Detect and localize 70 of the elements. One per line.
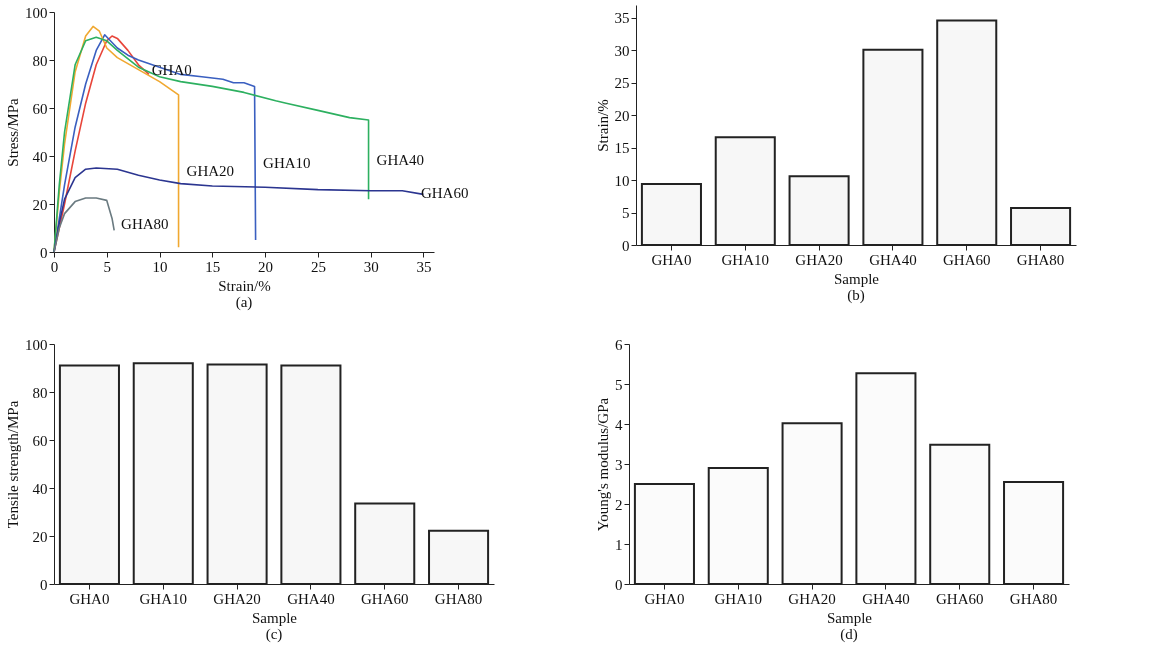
x-tick-label: GHA80 [434, 590, 483, 607]
y-tick-label: 20 [32, 196, 48, 213]
line-series [53, 36, 370, 253]
x-tick-label: GHA0 [69, 590, 110, 607]
y-tick-label: 0 [615, 576, 623, 593]
text: (b) [847, 287, 865, 304]
y-tick-label: 60 [32, 100, 48, 117]
y-tick-label: 5 [622, 205, 630, 222]
y-tick-label: 40 [32, 480, 48, 497]
series-label: GHA40 [376, 151, 425, 168]
y-tick-label: 0 [622, 237, 630, 254]
series-label: GHA80 [121, 216, 169, 233]
x-tick-label: 25 [310, 258, 326, 275]
y-tick-label: 25 [614, 75, 630, 92]
y-tick-label: 15 [614, 140, 630, 157]
x-tick-label: GHA20 [213, 590, 261, 607]
y-tick-label: 100 [25, 336, 48, 353]
y-tick-label: 20 [614, 107, 630, 124]
x-tick-label: 30 [363, 258, 379, 275]
series-label: GHA10 [263, 155, 311, 172]
x-tick-label: GHA20 [788, 590, 836, 607]
y-tick-label: 35 [614, 10, 630, 27]
y-tick-label: 30 [614, 42, 630, 59]
x-tick-label: 10 [152, 258, 168, 275]
text: (a) [235, 294, 253, 311]
x-axis-title: Strain/% [218, 277, 271, 294]
y-tick-label: 3 [615, 456, 623, 473]
x-tick-label: GHA10 [721, 251, 770, 268]
y-tick-label: 5 [615, 376, 623, 393]
y-axis-title: Strain/% [594, 99, 611, 152]
x-tick-label: 35 [416, 258, 432, 275]
text: (c) [265, 626, 283, 643]
y-tick-label: 40 [32, 148, 48, 165]
text: (d) [840, 626, 858, 643]
y-tick-label: 2 [615, 496, 623, 513]
y-axis-title: Young's modulus/GPa [595, 397, 611, 532]
x-tick-label: GHA0 [644, 590, 685, 607]
series-label: GHA20 [186, 163, 235, 179]
y-tick-label: 60 [32, 432, 48, 449]
y-tick-label: 0 [40, 576, 48, 593]
series-label: GHA60 [420, 184, 469, 201]
x-axis-title: Sample [827, 609, 873, 626]
x-tick-label: GHA60 [942, 251, 991, 268]
x-tick-label: GHA0 [651, 251, 692, 268]
x-tick-label: GHA20 [795, 251, 843, 268]
y-axis-title: Tensile strength/MPa [5, 400, 21, 529]
x-tick-label: 5 [103, 258, 112, 275]
x-tick-label: GHA60 [935, 590, 984, 607]
x-tick-label: GHA40 [287, 590, 335, 607]
y-tick-label: 80 [32, 52, 48, 69]
y-tick-label: 20 [32, 528, 48, 545]
x-axis-title: Sample [252, 609, 298, 626]
y-tick-label: 4 [615, 416, 623, 433]
x-tick-label: GHA40 [862, 590, 910, 607]
x-tick-label: GHA40 [869, 251, 917, 268]
x-tick-label: 20 [258, 258, 274, 275]
x-axis-title: Sample [834, 270, 880, 287]
y-axis-title: Stress/MPa [5, 97, 21, 167]
x-tick-label: GHA10 [139, 590, 188, 607]
y-tick-label: 100 [25, 4, 48, 21]
x-tick-label: 15 [205, 258, 221, 275]
x-tick-label: GHA80 [1016, 251, 1065, 268]
x-tick-label: GHA80 [1009, 590, 1058, 607]
y-tick-label: 10 [614, 172, 630, 189]
x-tick-label: GHA60 [360, 590, 409, 607]
x-tick-label: GHA10 [714, 590, 763, 607]
y-tick-label: 1 [615, 536, 623, 553]
y-tick-label: 6 [615, 336, 623, 353]
y-tick-label: 80 [32, 384, 48, 401]
line-series [53, 197, 115, 253]
